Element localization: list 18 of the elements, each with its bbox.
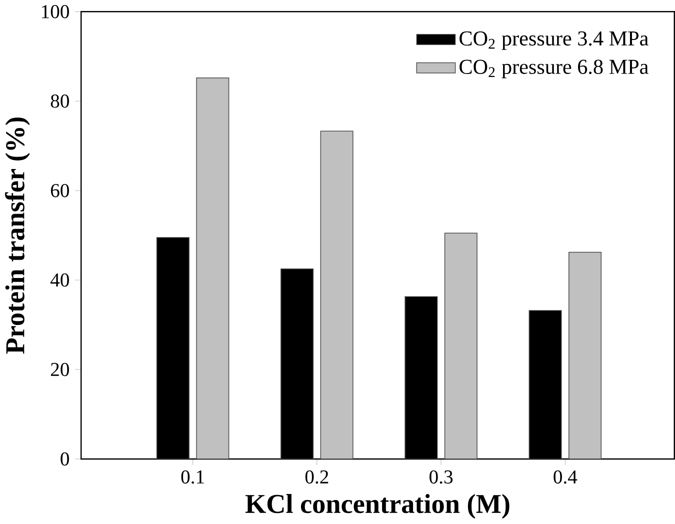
- x-axis-title: KCl concentration (M): [245, 494, 510, 519]
- bar: [444, 232, 478, 460]
- bar: [568, 252, 602, 460]
- y-axis-title: Protein transfer (%): [5, 118, 30, 354]
- y-tick-label: 20: [50, 363, 69, 376]
- legend-label: CO$_{2}$ pressure 6.8 MPa: [460, 60, 648, 78]
- y-tick-label: 0: [60, 452, 69, 466]
- y-tick-label: 100: [42, 5, 69, 18]
- x-tick-label: 0.3: [430, 470, 453, 484]
- x-tick-label: 0.1: [181, 470, 204, 484]
- bar: [320, 130, 354, 460]
- x-tick-label: 0.2: [305, 470, 328, 484]
- y-tick-label: 60: [50, 184, 69, 198]
- legend-label: CO$_{2}$ pressure 3.4 MPa: [460, 32, 648, 50]
- bar: [196, 78, 230, 460]
- y-tick-label: 80: [50, 94, 69, 108]
- y-tick-label: 40: [50, 274, 69, 287]
- x-tick-label: 0.4: [554, 470, 578, 484]
